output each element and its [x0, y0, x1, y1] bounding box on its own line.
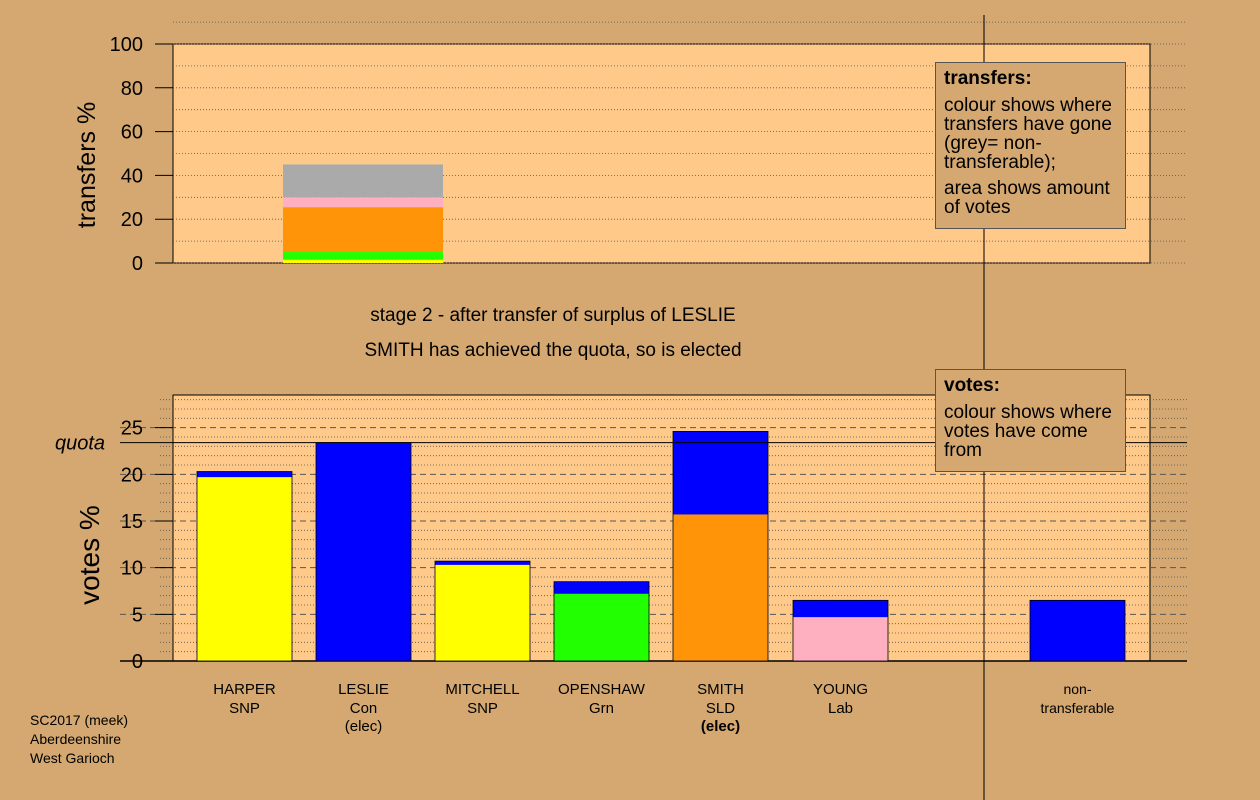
votes-tick-label: 15: [121, 511, 143, 533]
candidate-name: non-: [1063, 681, 1091, 697]
transfers-legend-title: transfers:: [944, 68, 1032, 89]
transfer-segment: [283, 164, 443, 198]
votes-tick-label: 20: [121, 464, 143, 486]
vote-segment: [197, 471, 292, 478]
transfers-tick-label: 80: [121, 78, 143, 100]
vote-segment: [316, 442, 411, 661]
transfer-segment: [283, 252, 443, 260]
candidate-bar: [1029, 599, 1126, 662]
vote-segment: [554, 593, 649, 661]
quota-label: quota: [55, 433, 105, 455]
transfers-legend-area-text: area shows amount of votes: [944, 178, 1110, 218]
candidate-bar: [196, 471, 293, 662]
vote-segment: [197, 477, 292, 661]
candidate-party: SNP: [467, 700, 498, 717]
transfer-segment: [283, 207, 443, 253]
transfer-segment: [283, 259, 443, 263]
votes-tick-label: 10: [121, 558, 143, 580]
transfers-tick-label: 0: [132, 253, 143, 275]
transfers-tick-label: 20: [121, 209, 143, 231]
candidate-bar: [553, 581, 650, 662]
candidate-name: OPENSHAW: [558, 681, 646, 698]
vote-segment: [793, 600, 888, 618]
candidate-bar: [434, 560, 531, 662]
vote-segment: [673, 514, 768, 661]
footer-info: SC2017 (meek) Aberdeenshire West Garioch: [30, 711, 128, 768]
vote-segment: [435, 561, 530, 565]
transfers-tick-label: 60: [121, 122, 143, 144]
candidate-party: Con: [350, 700, 378, 717]
votes-y-axis: 0 5 10 15 20 25: [120, 418, 1187, 673]
vote-segment: [435, 564, 530, 661]
vote-segment: [673, 431, 768, 515]
candidate-party: Grn: [589, 700, 614, 717]
candidate-status: (elec): [345, 718, 383, 735]
votes-bars: [196, 430, 1126, 662]
votes-legend-title: votes:: [944, 375, 1000, 396]
footer-election: SC2017 (meek): [30, 712, 129, 728]
candidate-name: YOUNG: [813, 681, 868, 698]
candidate-bar: [672, 430, 769, 662]
votes-tick-label: 0: [132, 651, 143, 673]
transfers-bars: [283, 164, 443, 263]
transfer-segment: [283, 197, 443, 208]
candidate-name: MITCHELL: [445, 681, 519, 698]
result-caption: SMITH has achieved the quota, so is elec…: [364, 340, 742, 361]
footer-ward: West Garioch: [30, 750, 115, 766]
candidate-labels: HARPERSNPLESLIECon(elec)MITCHELLSNPOPENS…: [213, 681, 1114, 735]
votes-tick-label: 25: [121, 418, 143, 440]
votes-legend-text: colour shows where votes have come from: [944, 402, 1112, 461]
transfers-legend: transfers: colour shows where transfers …: [935, 62, 1126, 229]
transfers-tick-label: 100: [110, 34, 143, 56]
vote-segment: [1030, 600, 1125, 661]
candidate-party: SLD: [706, 700, 735, 717]
stage-caption: stage 2 - after transfer of surplus of L…: [370, 305, 736, 326]
votes-y-axis-label: votes %: [74, 505, 105, 605]
transfers-y-axis-label: transfers %: [73, 102, 101, 228]
candidate-name: HARPER: [213, 681, 276, 698]
vote-segment: [793, 617, 888, 661]
votes-legend: votes: colour shows where votes have com…: [935, 369, 1126, 472]
transfers-legend-text: colour shows where transfers have gone (…: [944, 95, 1112, 173]
footer-council: Aberdeenshire: [30, 731, 122, 747]
transfers-tick-label: 40: [121, 165, 143, 187]
candidate-party: SNP: [229, 700, 260, 717]
candidate-status: (elec): [701, 718, 740, 735]
candidate-name: LESLIE: [338, 681, 389, 698]
candidate-bar: [792, 599, 889, 662]
candidate-name: SMITH: [697, 681, 744, 698]
candidate-party: Lab: [828, 700, 853, 717]
votes-tick-label: 5: [132, 604, 143, 626]
vote-segment: [554, 581, 649, 594]
candidate-party: transferable: [1041, 700, 1115, 716]
